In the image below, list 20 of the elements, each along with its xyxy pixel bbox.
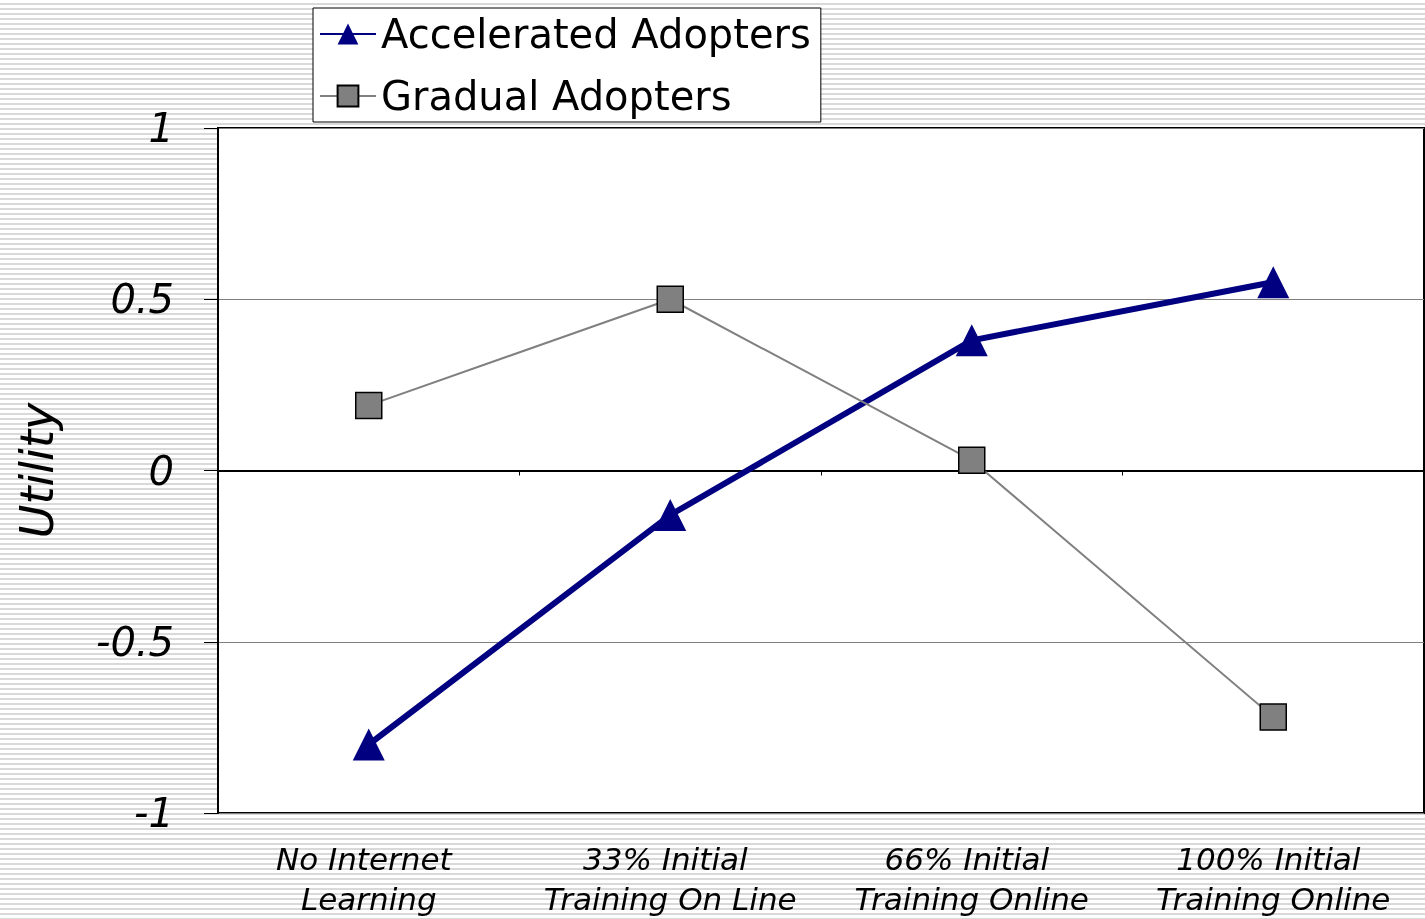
x-tick-label: No Internet Learning: [275, 841, 462, 917]
y-axis-title: Utility: [10, 402, 64, 539]
legend-label: Accelerated Adopters: [381, 11, 811, 57]
point: [656, 285, 684, 313]
point: [352, 728, 385, 761]
y-tick-label: 1: [148, 105, 174, 151]
point: [355, 391, 383, 420]
point: [955, 324, 988, 357]
y-tick-label: 0: [148, 447, 174, 494]
point: [958, 446, 986, 474]
x-tick-label: 66% Initial Training Online: [854, 841, 1089, 917]
point: [654, 499, 687, 532]
y-tick-label: 0.5: [110, 276, 174, 323]
point: [1257, 266, 1290, 299]
y-tick-label: -0.5: [95, 618, 174, 665]
point: [1259, 703, 1287, 731]
y-tick-label: -1: [134, 790, 174, 836]
x-tick-label: 33% Initial Training On Line: [543, 841, 797, 917]
x-tick-label: 100% Initial Training Online: [1156, 841, 1391, 917]
legend-label: Gradual Adopters: [381, 73, 732, 119]
